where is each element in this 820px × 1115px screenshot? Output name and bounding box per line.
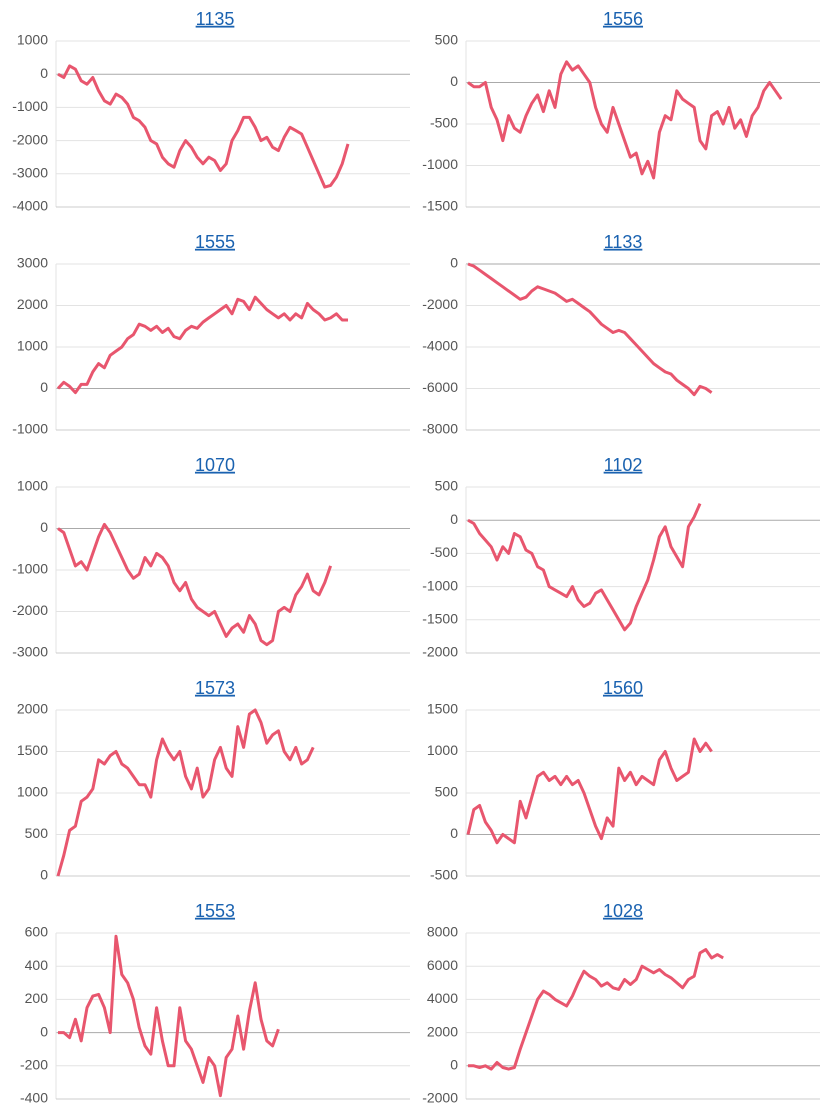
- series-line: [56, 295, 348, 395]
- chart-title[interactable]: 1102: [604, 455, 643, 475]
- y-tick-label: -2000: [12, 131, 48, 147]
- y-tick-label: 8000: [427, 924, 458, 940]
- y-tick-label: 0: [450, 825, 458, 841]
- y-tick-label: -1500: [422, 198, 458, 214]
- y-tick-label: -500: [430, 544, 458, 560]
- y-tick-label: 500: [435, 784, 459, 800]
- series-line: [56, 708, 315, 877]
- chart-title[interactable]: 1553: [195, 901, 235, 921]
- y-tick-label: 2000: [427, 1023, 458, 1039]
- series-line: [467, 503, 702, 632]
- y-tick-label: -1000: [12, 421, 48, 437]
- y-tick-label: -1000: [12, 98, 48, 114]
- chart-title[interactable]: 1573: [195, 678, 235, 698]
- y-tick-label: -400: [20, 1090, 48, 1106]
- chart-title[interactable]: 1135: [196, 9, 235, 29]
- y-tick-label: -3000: [12, 644, 48, 660]
- y-tick-label: 1000: [427, 742, 458, 758]
- y-tick-label: 1000: [17, 784, 48, 800]
- y-tick-label: 4000: [427, 990, 458, 1006]
- series-line: [468, 948, 724, 1071]
- y-tick-label: 500: [25, 825, 49, 841]
- series-line: [57, 522, 333, 647]
- y-tick-label: -1500: [422, 611, 458, 627]
- y-tick-label: -3000: [12, 165, 48, 181]
- y-tick-label: -2000: [12, 602, 48, 618]
- y-tick-label: 1000: [17, 478, 48, 494]
- y-tick-label: -1000: [12, 561, 48, 577]
- chart-title[interactable]: 1560: [603, 678, 643, 698]
- chart-title[interactable]: 1555: [195, 232, 235, 252]
- y-tick-label: 400: [25, 957, 49, 973]
- series-line: [466, 737, 713, 845]
- y-tick-label: 2000: [17, 296, 48, 312]
- y-tick-label: 2000: [17, 701, 48, 717]
- y-tick-label: -1000: [422, 156, 458, 172]
- y-tick-label: 600: [25, 924, 49, 940]
- y-tick-label: -8000: [422, 421, 458, 437]
- y-tick-label: 200: [25, 990, 49, 1006]
- y-tick-label: -4000: [422, 338, 458, 354]
- series-line: [57, 64, 350, 189]
- series-line: [467, 262, 713, 397]
- y-tick-label: -500: [430, 867, 458, 883]
- y-tick-label: -6000: [422, 379, 458, 395]
- y-tick-label: -2000: [422, 1090, 458, 1106]
- y-tick-label: 0: [40, 1023, 48, 1039]
- chart-title[interactable]: 1133: [604, 232, 643, 252]
- y-tick-label: 0: [450, 1057, 458, 1073]
- y-tick-label: 1000: [17, 32, 48, 48]
- y-tick-label: 0: [40, 65, 48, 81]
- y-tick-label: -4000: [12, 198, 48, 214]
- y-tick-label: 0: [450, 255, 458, 271]
- y-tick-label: -200: [20, 1057, 48, 1073]
- y-tick-label: 0: [40, 379, 48, 395]
- y-tick-label: 1000: [17, 338, 48, 354]
- y-tick-label: 0: [40, 519, 48, 535]
- y-tick-label: 0: [450, 511, 458, 527]
- y-tick-label: 500: [435, 32, 459, 48]
- chart-title[interactable]: 1070: [195, 455, 235, 475]
- y-tick-label: 500: [435, 478, 459, 494]
- y-tick-label: -500: [430, 115, 458, 131]
- y-tick-label: 1500: [17, 742, 48, 758]
- series-line: [467, 60, 783, 180]
- y-tick-label: -1000: [422, 577, 458, 593]
- chart-title[interactable]: 1556: [603, 9, 643, 29]
- chart-title[interactable]: 1028: [603, 901, 643, 921]
- y-tick-label: -2000: [422, 296, 458, 312]
- y-tick-label: 0: [450, 73, 458, 89]
- y-tick-label: -2000: [422, 644, 458, 660]
- y-tick-label: 1500: [427, 701, 458, 717]
- y-tick-label: 0: [40, 867, 48, 883]
- y-tick-label: 6000: [427, 957, 458, 973]
- y-tick-label: 3000: [17, 255, 48, 271]
- series-line: [58, 934, 280, 1098]
